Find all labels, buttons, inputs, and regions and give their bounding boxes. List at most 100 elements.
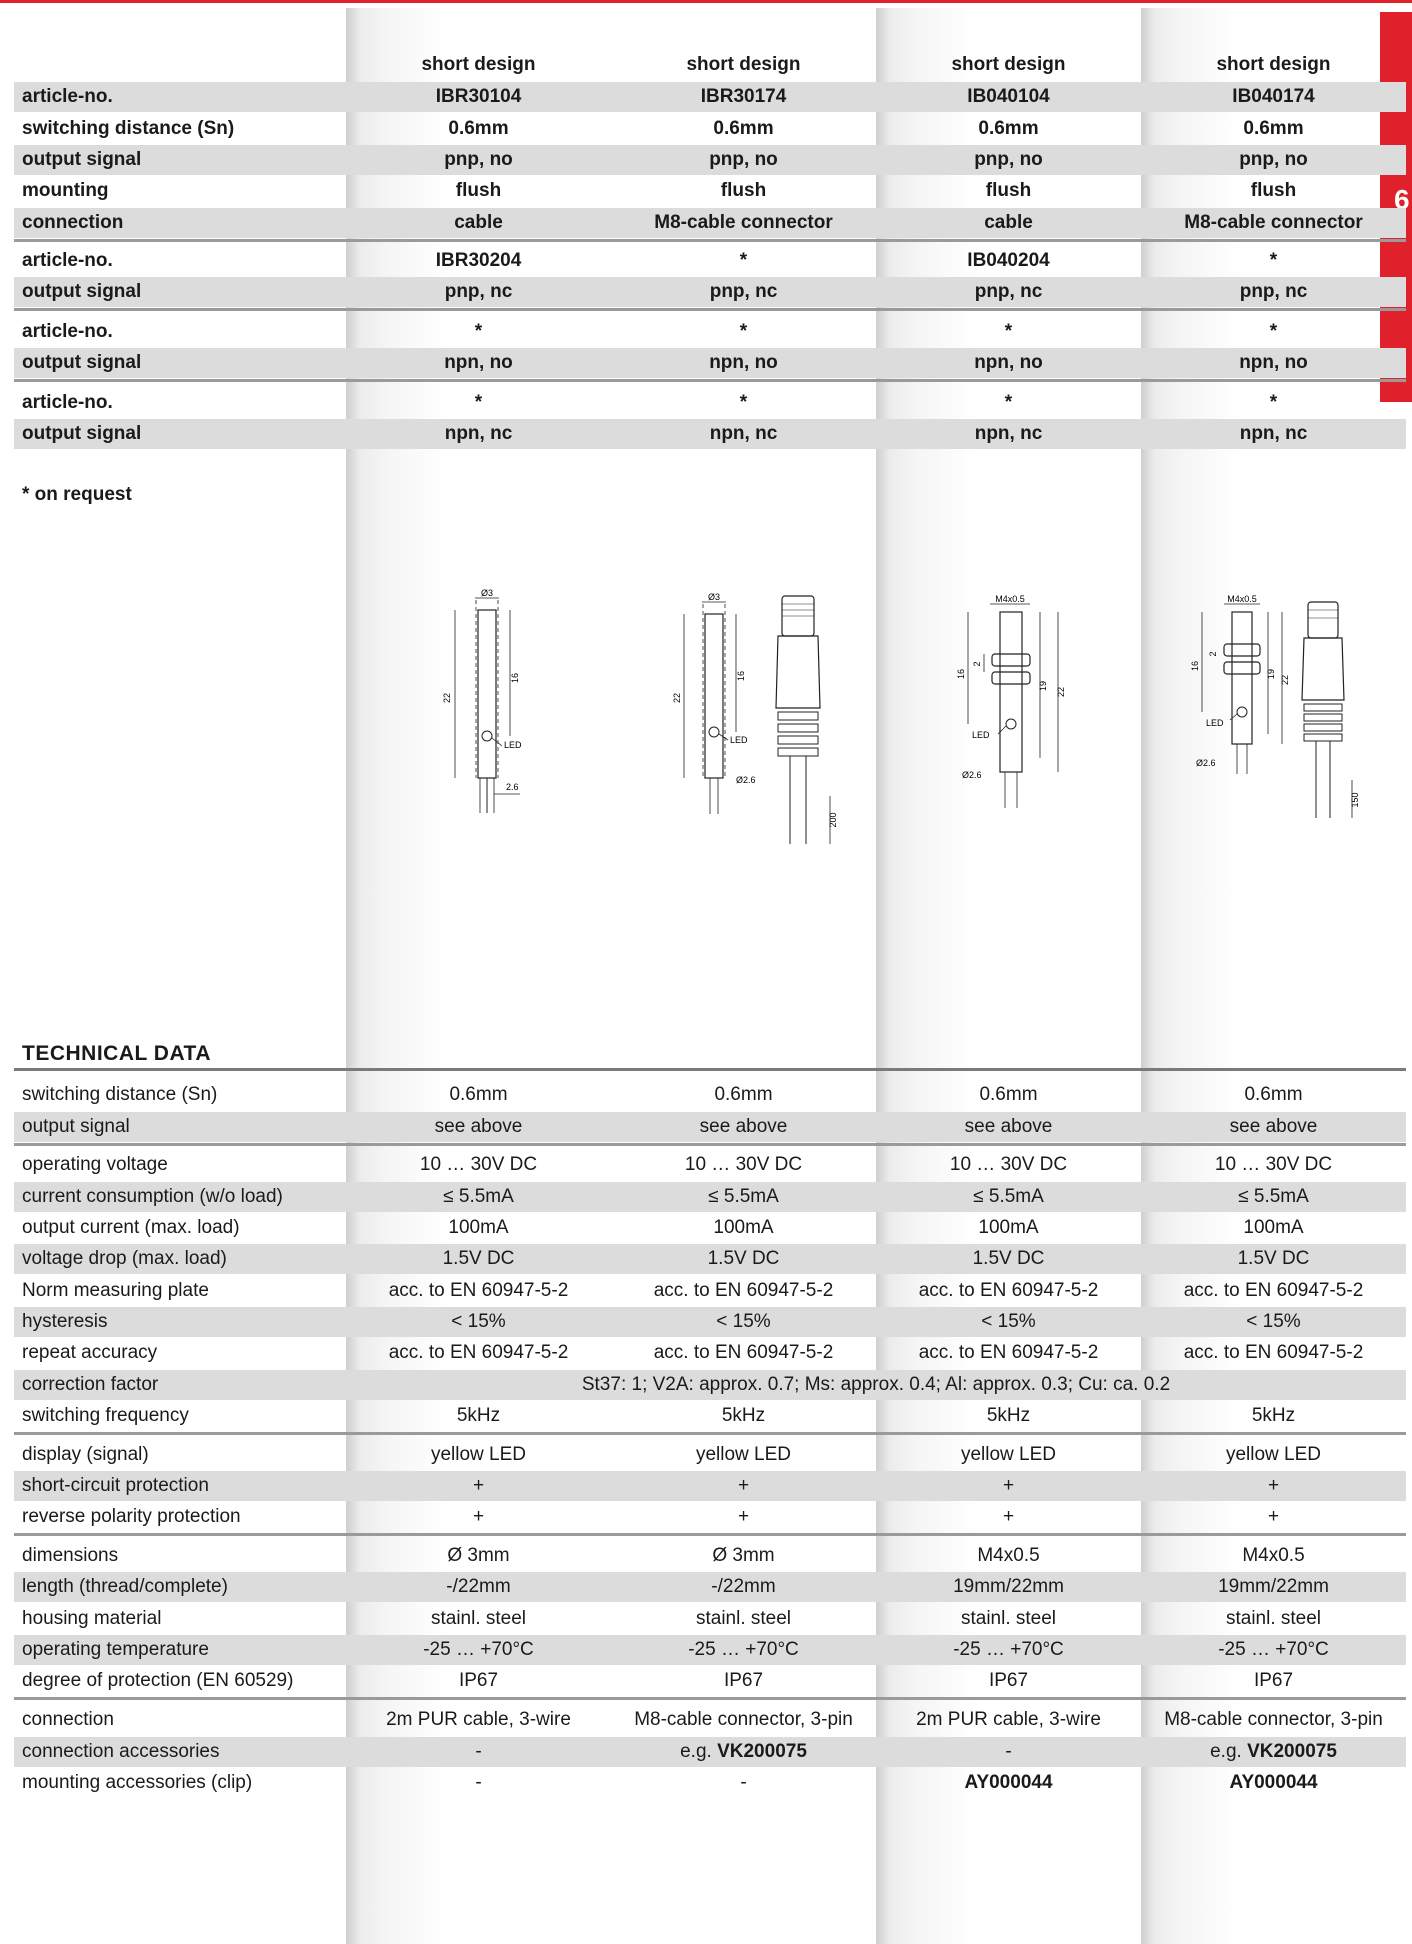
row-label: degree of protection (EN 60529) — [22, 1670, 294, 1691]
value-cell: -/22mm — [711, 1576, 776, 1597]
row-label: operating voltage — [22, 1154, 168, 1175]
value-cell: 0.6mm — [978, 118, 1039, 139]
value-cell: flush — [720, 180, 767, 201]
svg-text:150: 150 — [1350, 792, 1360, 807]
value-cell: IBR30204 — [435, 250, 522, 271]
value-cell: npn, nc — [444, 423, 513, 444]
design-header: short design — [421, 54, 536, 75]
value-cell: * — [1269, 321, 1278, 342]
value-cell: yellow LED — [695, 1444, 792, 1465]
value-cell: 0.6mm — [448, 118, 509, 139]
value-cell: acc. to EN 60947-5-2 — [653, 1280, 834, 1301]
value-cell: -/22mm — [446, 1576, 511, 1597]
svg-text:Ø2.6: Ø2.6 — [736, 775, 756, 785]
spec-row-article-no: article-no. * * * * — [14, 388, 1406, 418]
spec-row-output-signal: output signal npn, nc npn, nc npn, nc npn, n… — [14, 419, 1406, 449]
value-cell: see above — [699, 1116, 788, 1137]
row-label: article-no. — [22, 392, 113, 413]
row-label: article-no. — [22, 250, 113, 271]
value-cell: ≤ 5.5mA — [443, 1186, 514, 1207]
value-cell: pnp, no — [974, 149, 1043, 170]
row-label: length (thread/complete) — [22, 1576, 228, 1597]
spec-row-switching-distance-sn: switching distance (Sn) 0.6mm 0.6mm 0.6mm 0.… — [14, 1080, 1406, 1110]
spec-row-article-no: article-no. IBR30104 IBR30174 IB040104 IB040… — [14, 82, 1406, 112]
value-cell: yellow LED — [430, 1444, 527, 1465]
value-cell: IP67 — [1253, 1670, 1294, 1691]
row-label: connection — [22, 1709, 114, 1730]
value-cell: + — [1002, 1475, 1015, 1496]
spec-row-switching-frequency: switching frequency 5kHz 5kHz 5kHz 5kHz — [14, 1401, 1406, 1431]
row-label: current consumption (w/o load) — [22, 1186, 283, 1207]
value-cell: < 15% — [1246, 1311, 1301, 1332]
section-title: TECHNICAL DATA — [22, 1042, 211, 1065]
request-note: * on request — [22, 484, 132, 505]
value-cell: flush — [985, 180, 1032, 201]
value-cell: pnp, nc — [709, 281, 778, 302]
svg-text:M4x0.5: M4x0.5 — [1227, 594, 1257, 604]
svg-text:22: 22 — [1280, 675, 1290, 685]
value-cell: acc. to EN 60947-5-2 — [918, 1280, 1099, 1301]
row-label: output signal — [22, 281, 142, 302]
value-cell: * — [1004, 392, 1013, 413]
row-label: mounting — [22, 180, 109, 201]
value-cell: IP67 — [723, 1670, 764, 1691]
group-separator — [14, 239, 1406, 242]
svg-text:19: 19 — [1266, 669, 1276, 679]
chapter-tab — [1380, 12, 1412, 402]
sensor-drawing: Ø3 LED 22 16 2.6 — [430, 588, 560, 828]
value-cell: 2m PUR cable, 3-wire — [916, 1709, 1101, 1730]
value-cell: see above — [1229, 1116, 1318, 1137]
value-cell: npn, no — [709, 352, 778, 373]
spec-row-article-no: article-no. IBR30204 * IB040204 * — [14, 246, 1406, 276]
value-cell: 100mA — [448, 1217, 509, 1238]
value-cell: stainl. steel — [960, 1608, 1057, 1629]
spec-row-connection: connection 2m PUR cable, 3-wire M8-cable c… — [14, 1705, 1406, 1735]
svg-text:LED: LED — [730, 735, 748, 745]
length-label: 16 — [510, 673, 520, 683]
value-cell: 1.5V DC — [1237, 1248, 1310, 1269]
value-cell: acc. to EN 60947-5-2 — [388, 1342, 569, 1363]
row-label: connection accessories — [22, 1741, 220, 1762]
row-label: operating temperature — [22, 1639, 209, 1660]
value-cell: + — [737, 1475, 750, 1496]
value-cell: * — [1004, 321, 1013, 342]
value-cell: acc. to EN 60947-5-2 — [1183, 1280, 1364, 1301]
value-cell: 0.6mm — [449, 1084, 508, 1105]
value-cell: + — [472, 1475, 485, 1496]
value-cell: IP67 — [458, 1670, 499, 1691]
accessory-article-no: VK200075 — [1247, 1741, 1337, 1762]
spec-row-short-circuit-protection: short-circuit protection + + + + — [14, 1471, 1406, 1501]
spanning-value: St37: 1; V2A: approx. 0.7; Ms: approx. 0… — [581, 1374, 1171, 1395]
value-cell: see above — [434, 1116, 523, 1137]
value-cell: 100mA — [1243, 1217, 1304, 1238]
value-cell: ≤ 5.5mA — [708, 1186, 779, 1207]
value-cell: * — [739, 321, 748, 342]
value-cell: acc. to EN 60947-5-2 — [653, 1342, 834, 1363]
spec-row-output-signal: output signal npn, no npn, no npn, no npn, n… — [14, 348, 1406, 378]
spec-row-display-signal: display (signal) yellow LED yellow LED yell… — [14, 1440, 1406, 1470]
column-shade — [346, 8, 876, 1944]
spec-row-output-current-max-load: output current (max. load) 100mA 100mA 100m… — [14, 1213, 1406, 1243]
value-cell: M8-cable connector — [654, 212, 833, 233]
row-label: output signal — [22, 149, 142, 170]
row-label: switching distance (Sn) — [22, 1084, 218, 1105]
value-cell: 10 … 30V DC — [419, 1154, 538, 1175]
value-cell: pnp, no — [444, 149, 513, 170]
spec-row-current-consumption-w-o-load: current consumption (w/o load) ≤ 5.5mA ≤ 5… — [14, 1182, 1406, 1212]
column-shade — [876, 8, 1141, 1944]
value-cell: flush — [1250, 180, 1297, 201]
group-separator — [14, 1697, 1406, 1700]
value-cell: * — [1269, 392, 1278, 413]
sensor-drawing: Ø3 LED 22 16 Ø2.6 200 — [670, 588, 860, 848]
spec-row-dimensions: dimensions Ø 3mm Ø 3mm M4x0.5 M4x0.5 — [14, 1541, 1406, 1571]
value-cell: 100mA — [978, 1217, 1039, 1238]
value-cell: IBR30174 — [700, 86, 787, 107]
value-cell: M8-cable connector, 3-pin — [634, 1709, 853, 1730]
chapter-number: 6 — [1394, 184, 1410, 215]
svg-text:M4x0.5: M4x0.5 — [995, 594, 1025, 604]
value-cell: npn, nc — [1239, 423, 1308, 444]
value-cell: cable — [454, 212, 503, 233]
value-cell: acc. to EN 60947-5-2 — [388, 1280, 569, 1301]
value-cell: AY000044 — [876, 1772, 1141, 1794]
value-cell: 10 … 30V DC — [1214, 1154, 1333, 1175]
